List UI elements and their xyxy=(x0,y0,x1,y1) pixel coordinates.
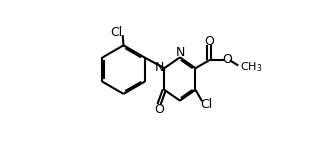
Text: N: N xyxy=(176,46,185,59)
Text: O: O xyxy=(204,35,214,48)
Text: N: N xyxy=(155,61,165,74)
Text: Cl: Cl xyxy=(200,98,212,111)
Text: Cl: Cl xyxy=(111,26,123,39)
Text: O: O xyxy=(222,53,232,66)
Text: CH$_3$: CH$_3$ xyxy=(240,60,263,74)
Text: O: O xyxy=(154,103,164,116)
